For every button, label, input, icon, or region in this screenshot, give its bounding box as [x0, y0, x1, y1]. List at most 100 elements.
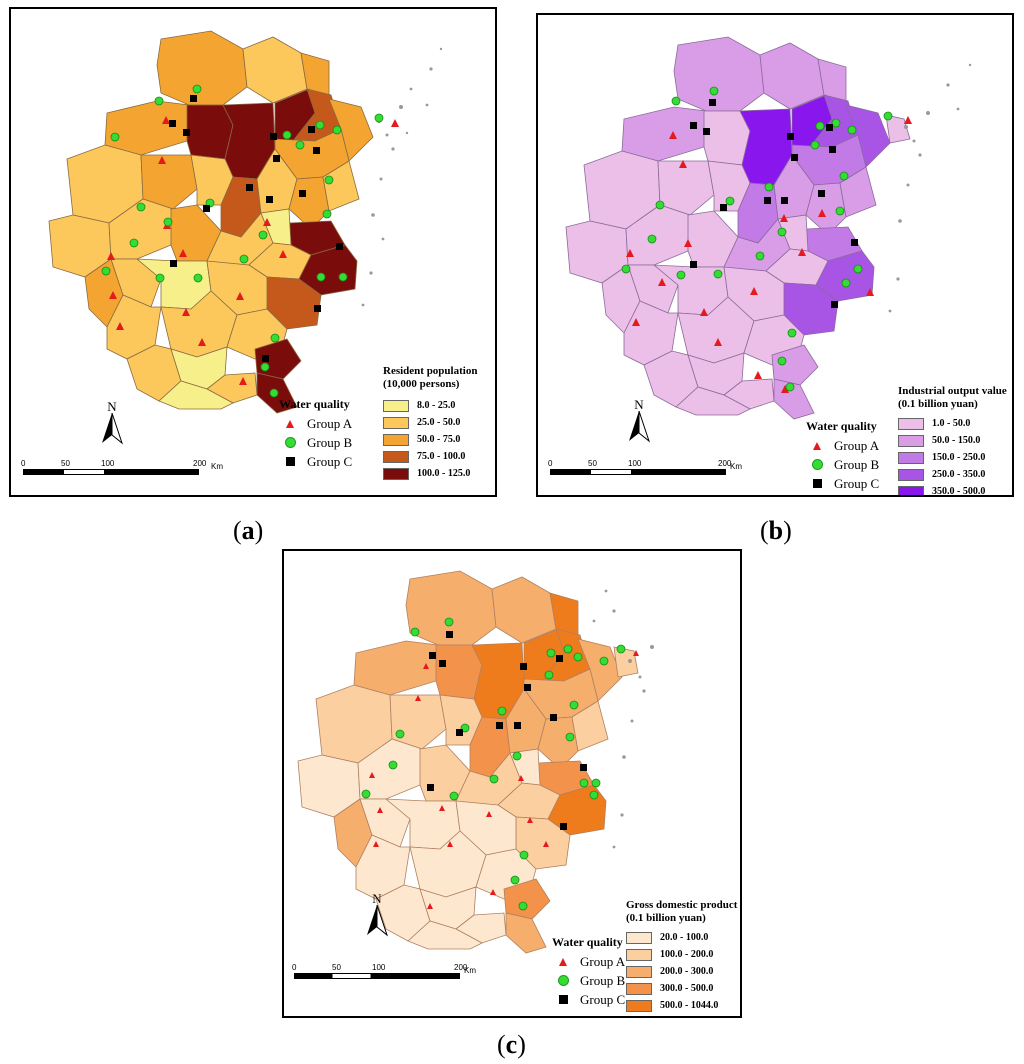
province-regions-c	[297, 570, 639, 954]
class-legend-c: Gross domestic product (0.1 billion yuan…	[626, 899, 737, 1014]
legend-subtitle: (0.1 billion yuan)	[898, 398, 978, 410]
scale-tick-50: 50	[61, 459, 70, 468]
legend-label: Group A	[307, 415, 353, 431]
legend-class: 100.0 - 125.0	[383, 465, 477, 482]
legend-label: Group B	[834, 456, 880, 472]
legend-label: Group C	[834, 475, 880, 491]
coast-islands-b	[888, 63, 972, 313]
water-quality-sites-b	[621, 86, 912, 393]
north-arrow-icon	[629, 410, 651, 443]
legend-class: 75.0 - 100.0	[383, 448, 477, 465]
legend-class: 250.0 - 350.0	[898, 466, 1007, 483]
caption-c: (c)	[497, 1030, 526, 1059]
legend-class: 50.0 - 75.0	[383, 431, 477, 448]
scale-tick-200: 200	[454, 963, 468, 972]
legend-subtitle: (10,000 persons)	[383, 378, 460, 390]
province-regions-b	[565, 36, 911, 420]
province-regions-a	[48, 30, 374, 414]
class-legend-b: Industrial output value (0.1 billion yua…	[898, 385, 1007, 495]
legend-group-b: Group B	[279, 433, 352, 452]
legend-class: 8.0 - 25.0	[383, 397, 477, 414]
north-arrow-c: N	[364, 891, 390, 937]
scale-tick-100: 100	[101, 459, 115, 468]
water-quality-legend-b: Water quality Group A Group B Group C	[806, 419, 879, 493]
region	[242, 36, 308, 104]
triangle-icon	[559, 957, 567, 966]
legend-class: 300.0 - 500.0	[626, 980, 737, 997]
panel-c-gdp-map: N 0 50 100 200 Km Water quality Group A …	[282, 549, 742, 1018]
scale-unit: Km	[730, 462, 742, 471]
legend-class: 1.0 - 50.0	[898, 415, 1007, 432]
legend-title: Industrial output value	[898, 385, 1007, 397]
coast-islands-c	[592, 589, 654, 849]
region	[328, 98, 374, 162]
legend-class: 25.0 - 50.0	[383, 414, 477, 431]
scale-tick-50: 50	[588, 459, 597, 468]
map-b	[565, 36, 972, 420]
legend-group-a: Group A	[806, 436, 879, 455]
region	[140, 154, 198, 210]
panel-a-population-map: N 0 50 100 200 Km Water quality Group A …	[9, 7, 497, 497]
region	[322, 160, 360, 212]
square-icon	[558, 995, 568, 1004]
scale-unit: Km	[464, 966, 476, 975]
legend-title: Gross domestic product	[626, 899, 738, 911]
region	[158, 380, 234, 410]
scale-tick-0: 0	[21, 459, 26, 468]
scale-tick-100: 100	[628, 459, 642, 468]
triangle-icon	[286, 419, 294, 428]
scale-tick-0: 0	[548, 459, 553, 468]
scale-bar-c: 0 50 100 200 Km	[292, 963, 482, 983]
legend-label: Group B	[580, 972, 626, 988]
legend-group-a: Group A	[552, 952, 625, 971]
scale-tick-0: 0	[292, 963, 297, 972]
legend-label: Group A	[834, 437, 880, 453]
legend-group-c: Group C	[279, 452, 352, 471]
region	[104, 100, 190, 156]
water-quality-title: Water quality	[806, 419, 877, 433]
legend-group-c: Group C	[806, 474, 879, 493]
map-a	[48, 30, 443, 414]
north-label: N	[372, 891, 382, 906]
north-arrow-icon	[367, 904, 389, 937]
legend-group-a: Group A	[279, 414, 352, 433]
square-icon	[285, 457, 295, 466]
legend-class: 350.0 - 500.0	[898, 483, 1007, 495]
circle-icon	[284, 437, 296, 448]
legend-title: Resident population	[383, 365, 478, 377]
caption-b: (b)	[760, 516, 792, 545]
water-quality-sites-c	[361, 617, 639, 911]
water-quality-title: Water quality	[279, 397, 350, 411]
legend-class: 200.0 - 300.0	[626, 963, 737, 980]
triangle-icon	[813, 441, 821, 450]
legend-class: 20.0 - 100.0	[626, 929, 737, 946]
legend-group-b: Group B	[806, 455, 879, 474]
scale-tick-100: 100	[372, 963, 386, 972]
panel-b-industrial-map: N 0 50 100 200 Km Water quality Group A …	[536, 13, 1014, 497]
scale-tick-200: 200	[193, 459, 207, 468]
legend-label: Group B	[307, 434, 353, 450]
north-arrow-icon	[102, 412, 124, 445]
region	[186, 104, 234, 160]
water-quality-title: Water quality	[552, 935, 623, 949]
legend-label: Group A	[580, 953, 626, 969]
square-icon	[812, 479, 822, 488]
legend-class: 50.0 - 150.0	[898, 432, 1007, 449]
north-arrow-a: N	[99, 399, 125, 445]
scale-bar-a: 0 50 100 200 Km	[21, 459, 223, 479]
legend-class: 500.0 - 1044.0	[626, 997, 737, 1014]
legend-class: 150.0 - 250.0	[898, 449, 1007, 466]
circle-icon	[557, 975, 569, 986]
region	[106, 294, 162, 360]
legend-label: Group C	[307, 453, 353, 469]
scale-unit: Km	[211, 462, 223, 471]
water-quality-sites-a	[101, 84, 399, 398]
map-c	[297, 570, 654, 954]
class-legend-a: Resident population (10,000 persons) 8.0…	[383, 365, 477, 482]
north-arrow-b: N	[626, 397, 652, 443]
north-label: N	[107, 399, 117, 414]
circle-icon	[811, 459, 823, 470]
coast-islands-a	[361, 47, 443, 307]
north-label: N	[634, 397, 644, 412]
water-quality-legend-c: Water quality Group A Group B Group C	[552, 935, 625, 1009]
